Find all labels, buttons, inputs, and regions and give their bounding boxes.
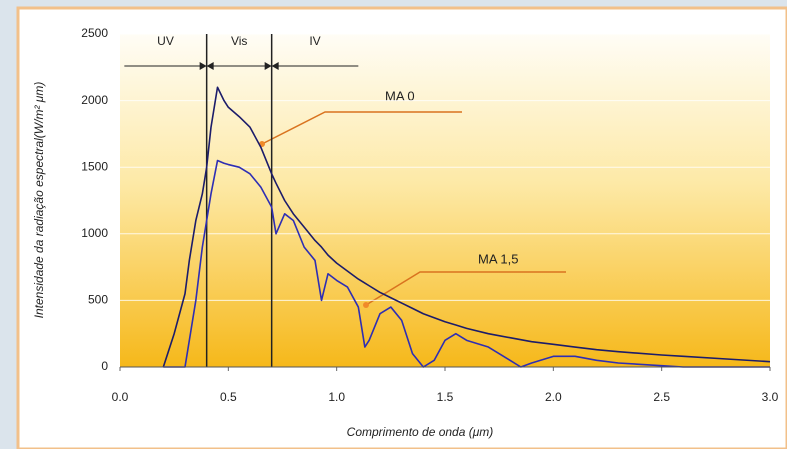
plot-area [120, 34, 770, 367]
x-tick-label: 0.5 [220, 390, 237, 404]
annotation-label: MA 1,5 [478, 251, 518, 266]
chart: Comprimento de onda (μm) Intensidade da … [0, 0, 787, 449]
x-tick-label: 2.5 [653, 390, 670, 404]
annotation-label: MA 0 [385, 88, 415, 103]
y-tick-label: 2500 [81, 26, 108, 40]
band-label: UV [157, 34, 174, 48]
x-axis-title: Comprimento de onda (μm) [347, 425, 494, 439]
y-axis-title: Intensidade da radiação espectral(W/m² μ… [32, 82, 46, 319]
y-tick-label: 1000 [81, 226, 108, 240]
leader-point [363, 302, 369, 308]
y-tick-label: 500 [88, 293, 108, 307]
band-label: Vis [231, 34, 247, 48]
y-tick-label: 1500 [81, 159, 108, 173]
x-tick-label: 1.0 [328, 390, 345, 404]
x-tick-label: 2.0 [545, 390, 562, 404]
x-tick-label: 3.0 [762, 390, 779, 404]
y-tick-label: 0 [101, 359, 108, 373]
x-tick-label: 0.0 [112, 390, 129, 404]
band-label: IV [309, 34, 320, 48]
y-tick-label: 2000 [81, 93, 108, 107]
page: Comprimento de onda (μm) Intensidade da … [0, 0, 787, 449]
x-tick-label: 1.5 [437, 390, 454, 404]
